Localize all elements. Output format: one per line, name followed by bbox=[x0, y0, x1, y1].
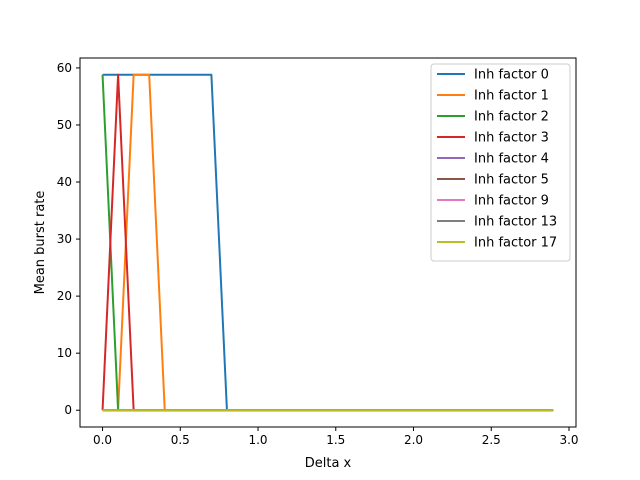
legend-label: Inh factor 3 bbox=[474, 131, 549, 146]
y-tick-label: 20 bbox=[57, 289, 72, 303]
legend-label: Inh factor 13 bbox=[474, 215, 557, 230]
x-tick-label: 0.0 bbox=[93, 433, 112, 447]
x-tick-label: 0.5 bbox=[171, 433, 190, 447]
y-tick-label: 0 bbox=[64, 403, 72, 417]
legend-box bbox=[430, 63, 571, 262]
y-tick-label: 10 bbox=[57, 346, 72, 360]
x-tick-label: 1.0 bbox=[248, 433, 267, 447]
series-layer bbox=[101, 73, 554, 412]
legend-label: Inh factor 0 bbox=[474, 68, 549, 83]
legend-label: Inh factor 5 bbox=[474, 173, 549, 188]
legend: Inh factor 0 Inh factor 1 Inh factor 2 Inh … bbox=[430, 63, 571, 262]
y-tick-label: 50 bbox=[57, 118, 72, 132]
y-tick-label: 30 bbox=[57, 232, 72, 246]
y-axis-ticks: 0 10 20 30 40 50 60 bbox=[57, 61, 80, 417]
y-tick-label: 60 bbox=[57, 61, 72, 75]
legend-label: Inh factor 2 bbox=[474, 110, 549, 125]
x-tick-label: 2.0 bbox=[404, 433, 423, 447]
y-axis-label: Mean burst rate bbox=[33, 191, 48, 295]
x-tick-label: 2.5 bbox=[482, 433, 501, 447]
y-tick-label: 40 bbox=[57, 175, 72, 189]
x-tick-label: 1.5 bbox=[326, 433, 345, 447]
legend-label: Inh factor 4 bbox=[474, 152, 549, 167]
x-axis-ticks: 0.0 0.5 1.0 1.5 2.0 2.5 3.0 bbox=[93, 427, 579, 447]
x-tick-label: 3.0 bbox=[559, 433, 578, 447]
x-axis-label: Delta x bbox=[305, 456, 352, 471]
legend-label: Inh factor 17 bbox=[474, 236, 557, 251]
legend-label: Inh factor 1 bbox=[474, 89, 549, 104]
axes-frame bbox=[79, 57, 577, 428]
legend-label: Inh factor 9 bbox=[474, 194, 549, 209]
